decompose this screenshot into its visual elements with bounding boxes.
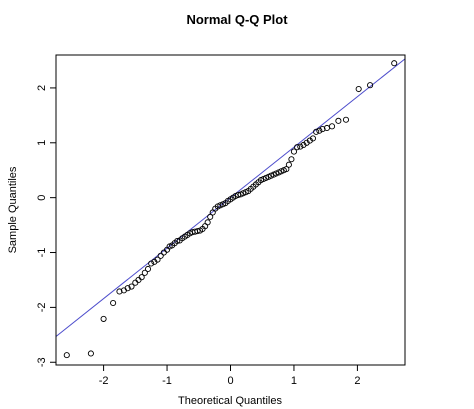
data-point (209, 209, 216, 216)
y-tick-label: 0 (36, 195, 48, 201)
data-point (148, 260, 155, 267)
y-tick-label: -3 (36, 357, 48, 367)
x-tick-label: 2 (354, 375, 360, 387)
data-point (316, 127, 323, 134)
chart-title: Normal Q-Q Plot (186, 12, 288, 27)
x-tick-label: 0 (227, 375, 233, 387)
data-point (100, 315, 107, 322)
data-point (283, 166, 290, 173)
data-point (194, 228, 201, 235)
data-point (144, 265, 152, 273)
data-point (174, 237, 181, 245)
plot-frame (55, 54, 406, 366)
x-tick-label: -2 (99, 375, 109, 387)
plot-area (56, 58, 405, 359)
data-point (141, 269, 148, 276)
y-tick-label: -1 (36, 248, 48, 258)
data-point (124, 285, 131, 292)
y-tick-label: 1 (36, 140, 48, 146)
data-point (313, 128, 320, 135)
x-tick-label: -1 (162, 375, 172, 387)
data-point (309, 135, 317, 142)
data-point (207, 213, 214, 220)
data-point (391, 60, 398, 67)
data-point (342, 116, 350, 123)
data-point (63, 352, 70, 359)
y-tick-label: -2 (36, 302, 48, 312)
data-point (328, 123, 336, 130)
x-axis: -2 -1 0 1 2 (99, 365, 360, 387)
data-point (116, 288, 123, 295)
data-point (157, 252, 164, 259)
data-point (355, 85, 362, 93)
x-tick-label: 1 (291, 375, 297, 387)
y-axis-label: Sample Quantiles (7, 166, 19, 253)
data-point (294, 144, 301, 151)
data-point (154, 256, 161, 263)
data-point (87, 350, 94, 357)
data-point (204, 219, 211, 226)
x-axis-label: Theoretical Quantiles (178, 395, 282, 407)
data-point (128, 283, 135, 290)
data-point (138, 274, 145, 281)
data-point (335, 117, 342, 124)
data-point (285, 161, 292, 168)
data-point (132, 279, 139, 286)
data-point (297, 143, 304, 150)
data-point (367, 82, 374, 89)
y-axis: -3 -2 -1 0 1 2 (36, 85, 56, 367)
data-point (135, 276, 142, 284)
data-point (290, 148, 298, 155)
y-tick-label: 2 (36, 85, 48, 91)
data-point (110, 299, 117, 307)
data-point (288, 156, 295, 163)
data-point (319, 126, 326, 133)
